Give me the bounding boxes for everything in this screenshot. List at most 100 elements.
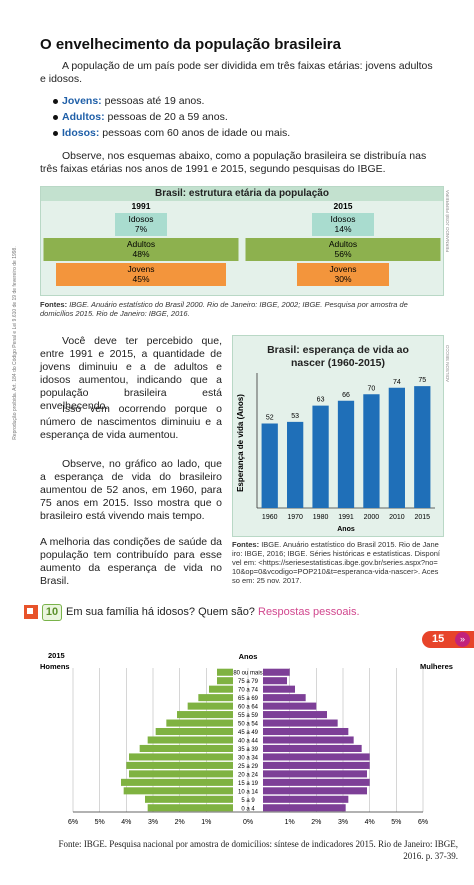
value-label: 70: [368, 385, 376, 392]
bar: [337, 400, 355, 508]
bar: [263, 694, 306, 702]
bar: [177, 711, 233, 719]
age-label: 15 a 19: [238, 781, 259, 787]
age-group-bar: [115, 213, 167, 236]
credit: ADILSON SECCO: [445, 345, 450, 383]
age-structure-box: Brasil: estrutura etária da população 19…: [40, 186, 444, 296]
activity-number: 10: [42, 604, 62, 621]
x-tick-label: 1970: [287, 514, 303, 521]
source-label: Fontes:: [232, 540, 260, 549]
intro: A população de um país pode ser dividida…: [40, 60, 433, 85]
x-tick-label: 1960: [262, 514, 278, 521]
age-label: 60 a 64: [238, 705, 259, 711]
age-group-share: 7%: [135, 224, 148, 234]
x-tick-label: 3%: [338, 819, 348, 826]
bar: [129, 753, 233, 761]
bar: [363, 394, 380, 508]
age-label: 50 a 54: [238, 722, 259, 728]
value-label: 75: [418, 377, 426, 384]
x-tick-label: 2000: [364, 514, 380, 521]
source-text: IBGE. Anuário estatístico do Brasil 2000…: [40, 300, 408, 318]
bullet-term: Jovens:: [62, 95, 102, 107]
bar: [263, 770, 367, 778]
bar: [263, 804, 346, 812]
age-label: 20 a 24: [238, 772, 259, 778]
age-label: 30 a 34: [238, 755, 259, 761]
paragraph: Observe, no gráfico ao lado, que a esper…: [40, 458, 222, 522]
page-number: 15: [432, 633, 445, 645]
bar: [263, 702, 317, 710]
bar: [312, 405, 329, 508]
y-axis-label: Esperança de vida (Anos): [236, 394, 245, 492]
age-label: 0 a 4: [241, 806, 255, 812]
source-text: IBGE. Pesquisa nacional por amostra de d…: [83, 839, 458, 861]
bullet-term: Idosos:: [62, 127, 100, 139]
x-tick-label: 1991: [338, 514, 354, 521]
x-tick-label: 6%: [418, 819, 428, 826]
bar: [263, 677, 287, 685]
age-label: 5 a 9: [241, 798, 255, 804]
bullet-text: pessoas de 20 a 59 anos.: [107, 111, 228, 123]
year: 2015: [334, 201, 353, 211]
bar: [166, 719, 233, 727]
bullet-text: pessoas com 60 anos de idade ou mais.: [102, 127, 291, 139]
source-label: Fontes:: [40, 300, 68, 309]
bar: [198, 694, 233, 702]
age-group-name: Idosos: [330, 214, 355, 224]
paragraph: Você deve ter percebido que, entre 1991 …: [40, 335, 222, 412]
activity-question: Em sua família há idosos? Quem são?: [66, 606, 255, 618]
title: O envelhecimento da população brasileira: [40, 36, 341, 53]
age-label: 10 a 14: [238, 789, 259, 795]
x-tick-label: 1%: [201, 819, 211, 826]
activity: Em sua família há idosos? Quem são? Resp…: [66, 606, 360, 618]
paragraph: Isso vem ocorrendo porque o número de na…: [40, 403, 222, 441]
source-text: IBGE. Anuário estatístico do Brasil 2015…: [232, 540, 441, 585]
bar: [209, 685, 233, 693]
bar: [263, 778, 370, 786]
age-group-share: 48%: [132, 249, 149, 259]
bar: [187, 702, 233, 710]
age-label: 80 ou mais: [233, 671, 262, 677]
age-group-share: 30%: [334, 274, 351, 284]
bar: [263, 719, 338, 727]
bar: [263, 711, 327, 719]
age-structure-diagram: 1991Idosos7%Adultos48%Jovens45%2015Idoso…: [43, 201, 441, 286]
chart: Esperança de vida (Anos) Anos 52 1960 53 1970…: [236, 373, 435, 533]
year: 1991: [132, 201, 151, 211]
age-label: 40 a 44: [238, 739, 259, 745]
x-tick-label: 1980: [313, 514, 329, 521]
value-label: 63: [317, 397, 325, 404]
bar: [155, 727, 233, 736]
bar: [263, 736, 354, 744]
x-tick-label: 2%: [175, 819, 185, 826]
age-group-name: Adultos: [127, 239, 155, 249]
age-group-share: 14%: [334, 224, 351, 234]
value-label: 52: [266, 415, 274, 422]
bar: [123, 787, 233, 795]
page-number-tab: 15 »: [422, 631, 474, 648]
legend-left: Homens: [40, 662, 70, 671]
bar: [414, 386, 431, 508]
age-label: 55 a 59: [238, 713, 259, 719]
credit: FERNANDO JOSÉ FERREIRA: [445, 190, 450, 253]
x-tick-label: 5%: [391, 819, 401, 826]
pyramid-chart: 6% 5% 4% 3% 2% 1% 0% 1% 2% 3% 4% 5% 6% 2015 Anos Homens…: [40, 651, 453, 826]
age-group-name: Adultos: [329, 239, 357, 249]
age-label: 35 a 39: [238, 747, 259, 753]
x-tick-label: 3%: [148, 819, 158, 826]
age-label: 75 a 79: [238, 679, 259, 685]
x-tick-label: 6%: [68, 819, 78, 826]
age-group-bar: [56, 263, 226, 286]
center-label: Anos: [239, 652, 258, 661]
bullet-term: Adultos:: [62, 111, 105, 123]
age-label: 45 a 49: [238, 730, 259, 736]
x-tick-label: 2015: [414, 514, 430, 521]
bar: [263, 727, 349, 736]
bullet: Jovens: pessoas até 19 anos.: [52, 95, 204, 107]
legend-right: Mulheres: [420, 662, 453, 671]
bar: [263, 685, 295, 693]
bar: [287, 421, 304, 508]
age-group-share: 45%: [132, 274, 149, 284]
age-label: 25 a 29: [238, 764, 259, 770]
bar: [261, 423, 278, 508]
